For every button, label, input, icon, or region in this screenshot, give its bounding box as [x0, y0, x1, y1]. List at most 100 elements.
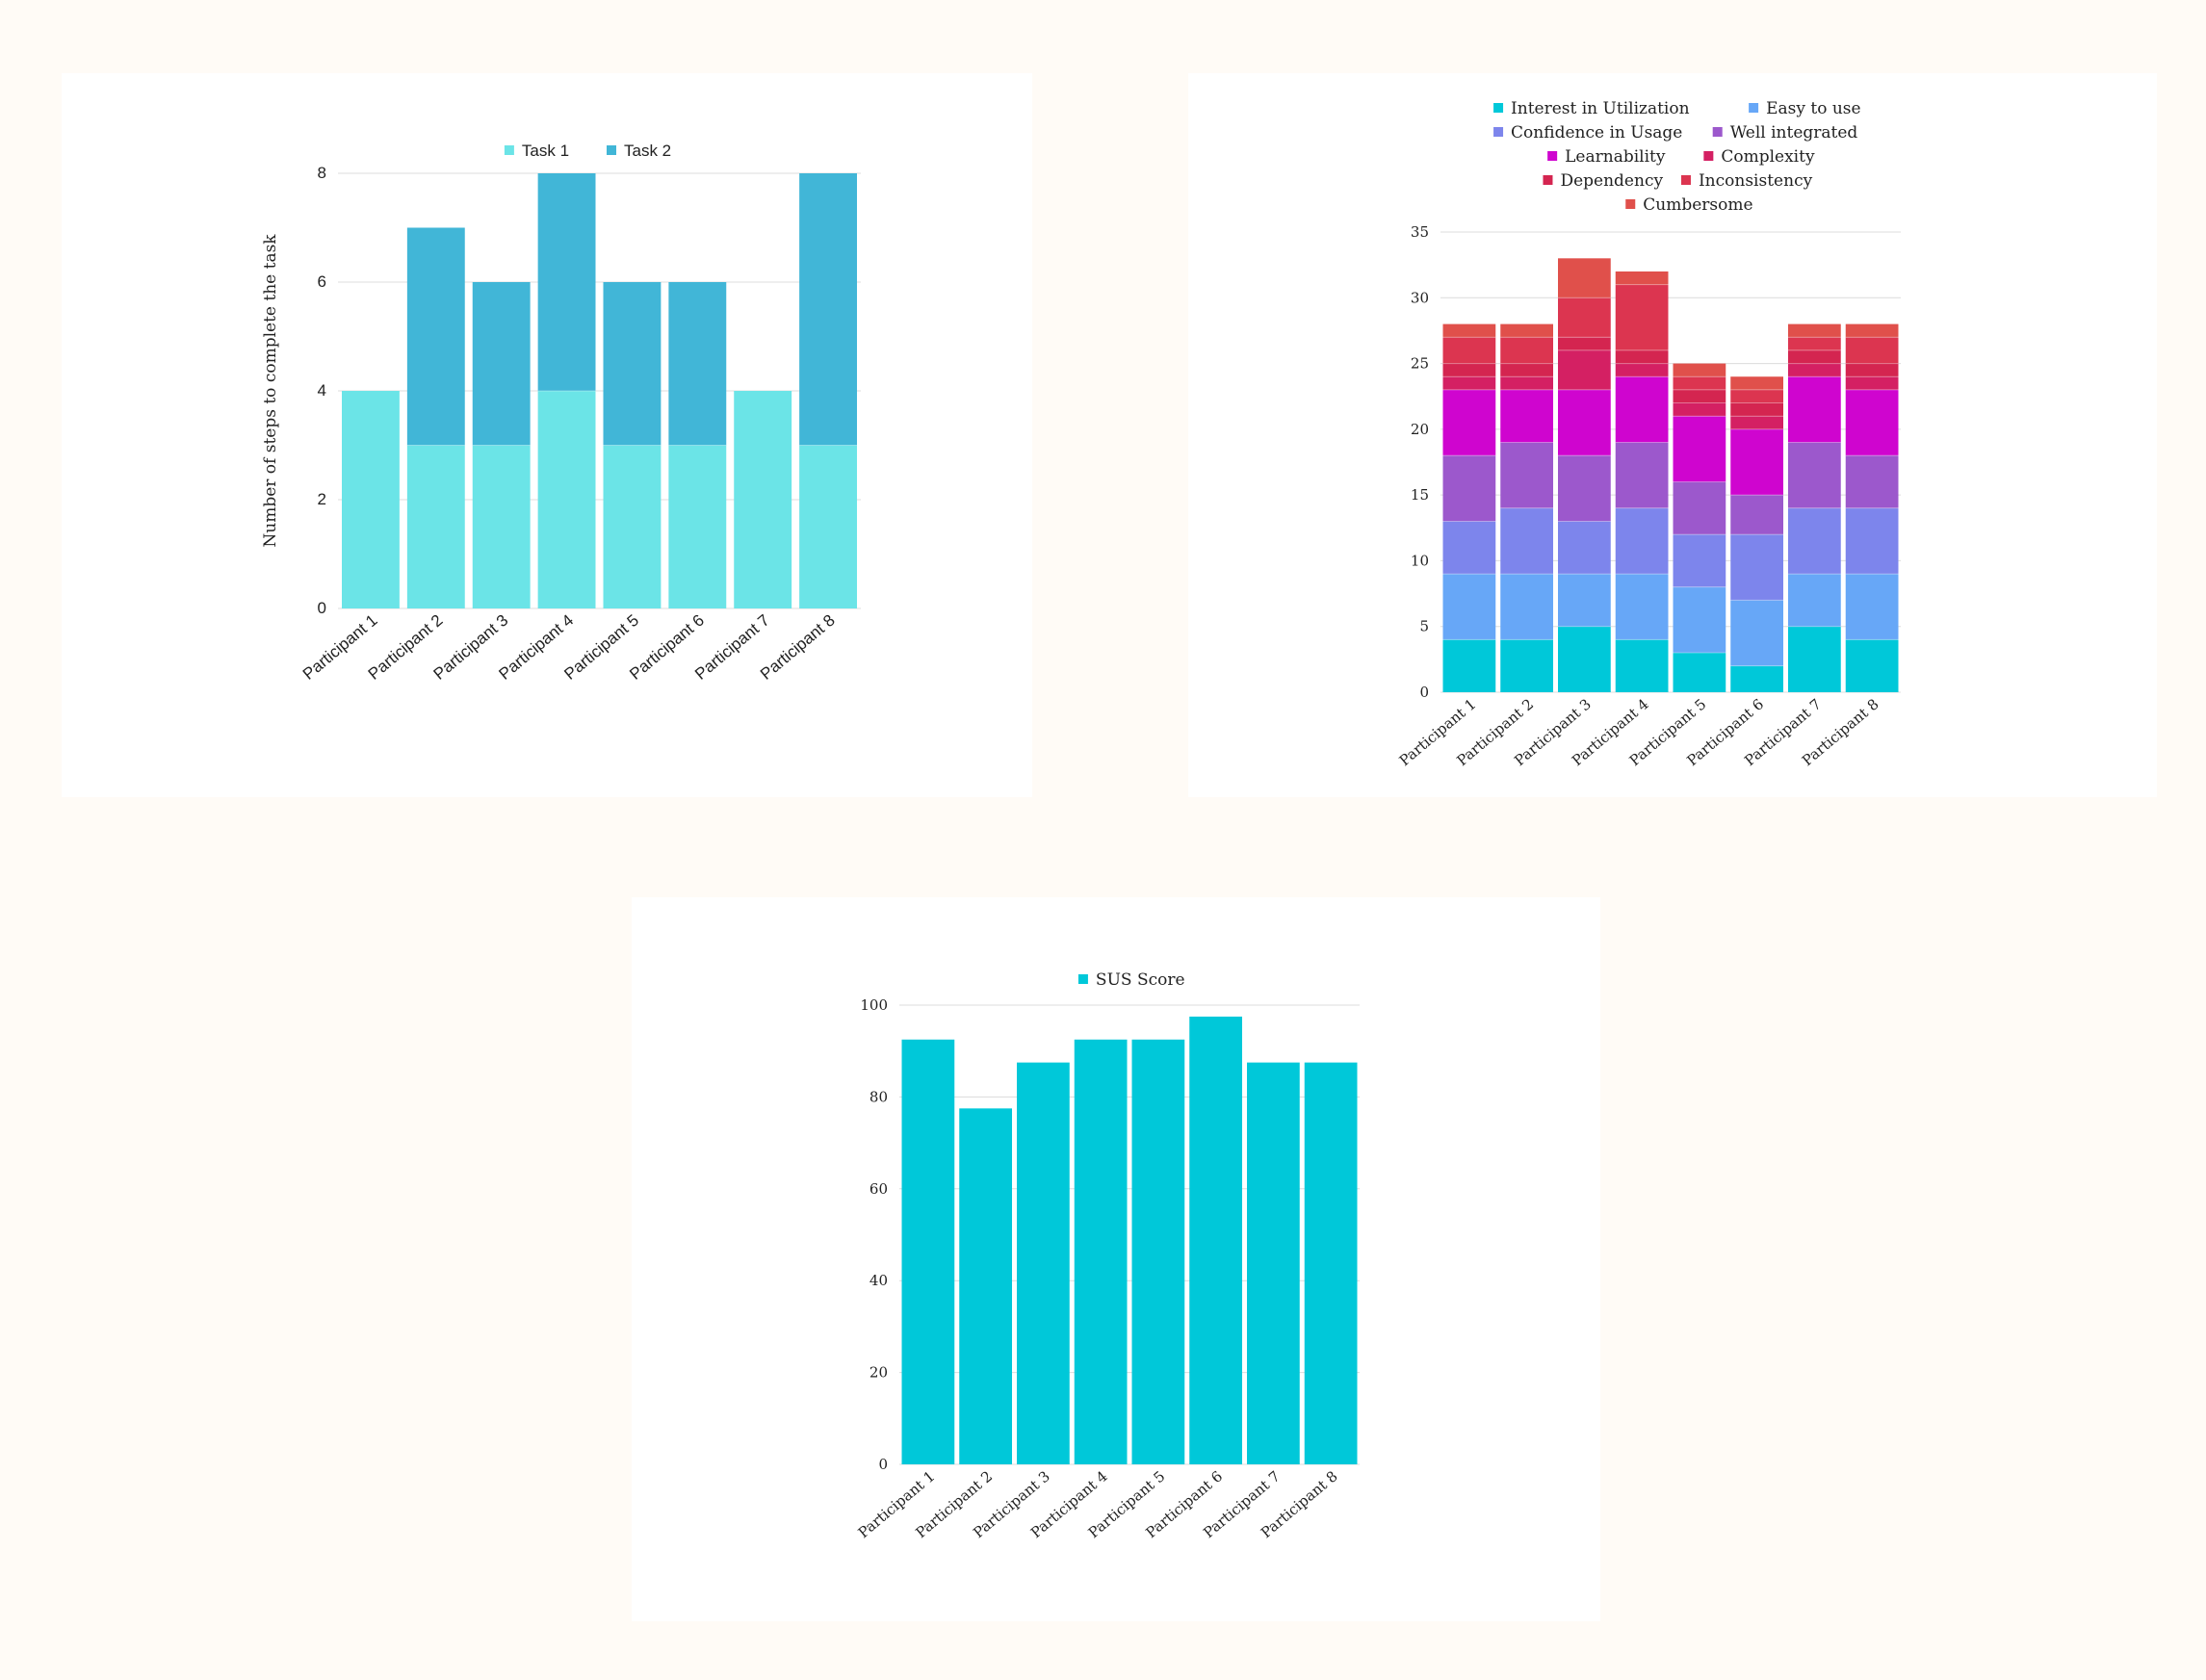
y-tick-label: 30: [1411, 289, 1429, 306]
bar-inconsistency: [1500, 337, 1553, 364]
bar-dependency: [1558, 337, 1611, 350]
bar-complexity: [1845, 376, 1899, 390]
bar-task-1: [406, 445, 465, 608]
usability-chart: Interest in Utilization Easy to use Confid…: [1396, 99, 1901, 769]
y-tick-label: 25: [1411, 355, 1429, 373]
bar-task-1: [603, 445, 662, 608]
bar-task-1: [734, 391, 792, 608]
legend-swatch: [1625, 199, 1636, 209]
bar-learnability: [1730, 428, 1783, 496]
bar-dependency: [1442, 363, 1496, 377]
bar-confidence-in-usage: [1558, 521, 1611, 575]
bar-well-integrated: [1788, 442, 1841, 508]
legend: Task 1 Task 2: [504, 142, 671, 160]
bar-interest-in-utilization: [1558, 626, 1611, 692]
bar-sus-score: [901, 1039, 955, 1464]
bar-task-2: [603, 282, 662, 446]
bar-sus-score: [1189, 1016, 1242, 1464]
legend-label: Learnability: [1565, 147, 1666, 167]
chart-panel-steps: Task 1 Task 2 0 2 4 6 8 Number of steps to comp…: [62, 73, 1032, 797]
bar-cumbersome: [1730, 376, 1783, 390]
legend-label: Inconsistency: [1699, 171, 1813, 191]
bar-cumbersome: [1673, 363, 1726, 377]
bar-well-integrated: [1845, 455, 1899, 508]
y-tick-label: 20: [1411, 421, 1429, 438]
bar-cumbersome: [1558, 258, 1611, 298]
y-tick-label: 5: [1419, 618, 1429, 635]
y-tick-label: 4: [318, 381, 326, 400]
bar-inconsistency: [1558, 297, 1611, 338]
bar-confidence-in-usage: [1500, 507, 1553, 575]
y-tick-label: 20: [869, 1364, 888, 1382]
bar-well-integrated: [1730, 495, 1783, 535]
bar-complexity: [1442, 376, 1496, 390]
legend-label: Dependency: [1560, 171, 1663, 191]
bar-easy-to-use: [1788, 574, 1841, 627]
chart-panel-sus: SUS Score 0 20 40 60 80 100 Participant 1 Partic…: [632, 897, 1600, 1621]
legend-swatch: [1749, 103, 1759, 113]
bar-well-integrated: [1500, 442, 1553, 508]
bar-learnability: [1788, 376, 1841, 443]
legend-label: Complexity: [1721, 147, 1815, 167]
legend-swatch: [1712, 127, 1723, 137]
legend-swatch: [1680, 175, 1691, 185]
bar-complexity: [1615, 363, 1669, 377]
bar-inconsistency: [1615, 284, 1669, 350]
bar-cumbersome: [1500, 323, 1553, 338]
legend-label: Cumbersome: [1643, 195, 1752, 215]
bar-well-integrated: [1673, 481, 1726, 535]
legend-swatch: [607, 145, 616, 155]
bar-easy-to-use: [1845, 574, 1899, 640]
bar-learnability: [1442, 389, 1496, 456]
legend-swatch: [1077, 974, 1088, 984]
bar-learnability: [1845, 389, 1899, 456]
bar-interest-in-utilization: [1500, 639, 1553, 692]
bar-task-1: [537, 391, 596, 608]
bar-cumbersome: [1442, 323, 1496, 338]
bar-complexity: [1730, 416, 1783, 429]
y-tick-label: 0: [318, 599, 326, 617]
bar-learnability: [1673, 416, 1726, 482]
bar-well-integrated: [1558, 455, 1611, 522]
bar-confidence-in-usage: [1615, 507, 1669, 575]
y-tick-label: 80: [869, 1088, 888, 1105]
legend-label: Task 2: [624, 142, 671, 160]
y-tick-label: 8: [318, 164, 326, 182]
bar-interest-in-utilization: [1788, 626, 1841, 692]
bars: [342, 173, 857, 608]
bar-task-2: [537, 173, 596, 391]
bar-easy-to-use: [1500, 574, 1553, 640]
bar-task-1: [472, 445, 531, 608]
bar-interest-in-utilization: [1730, 665, 1783, 692]
bar-cumbersome: [1788, 323, 1841, 338]
y-tick-label: 60: [869, 1180, 888, 1198]
bar-easy-to-use: [1558, 574, 1611, 627]
bar-complexity: [1558, 349, 1611, 390]
bars: [1442, 258, 1899, 692]
bar-interest-in-utilization: [1442, 639, 1496, 692]
bar-well-integrated: [1615, 442, 1669, 508]
bar-task-2: [799, 173, 857, 446]
legend-swatch: [1703, 151, 1714, 161]
bar-learnability: [1615, 376, 1669, 443]
bar-learnability: [1500, 389, 1553, 443]
bar-easy-to-use: [1673, 586, 1726, 654]
bar-easy-to-use: [1442, 574, 1496, 640]
bar-task-1: [668, 445, 727, 608]
bar-dependency: [1845, 363, 1899, 377]
bar-learnability: [1558, 389, 1611, 456]
bar-cumbersome: [1845, 323, 1899, 338]
y-tick-label: 10: [1411, 552, 1429, 569]
bar-easy-to-use: [1615, 574, 1669, 640]
y-tick-label: 6: [318, 272, 326, 291]
bar-confidence-in-usage: [1845, 507, 1899, 575]
legend-swatch: [1493, 103, 1504, 113]
bar-confidence-in-usage: [1442, 521, 1496, 575]
legend-swatch: [1543, 175, 1553, 185]
bar-inconsistency: [1845, 337, 1899, 364]
legend: Interest in Utilization Easy to use Confid…: [1493, 99, 1861, 215]
bar-dependency: [1788, 349, 1841, 364]
bar-confidence-in-usage: [1788, 507, 1841, 575]
bar-task-1: [342, 391, 400, 608]
